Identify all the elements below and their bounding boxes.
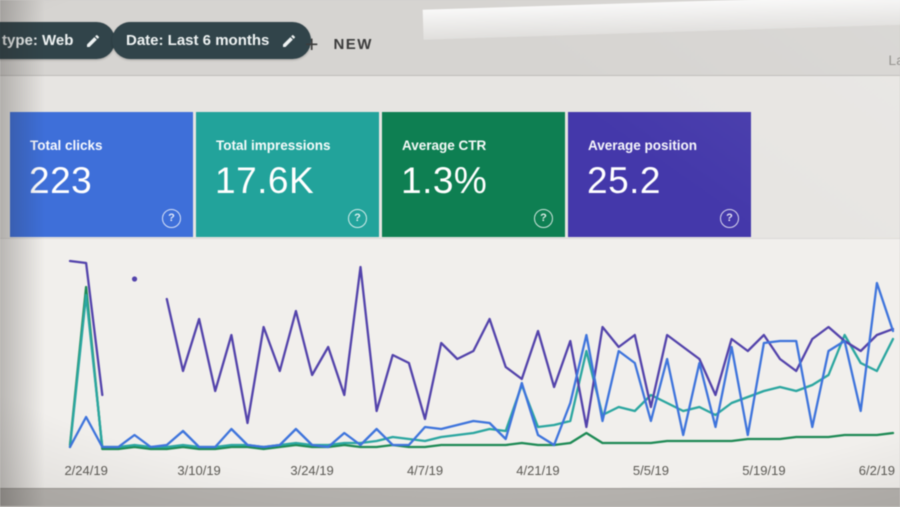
card-total-impressions[interactable]: Total impressions 17.6K ?	[196, 112, 379, 237]
screen-bottom-bezel	[0, 488, 900, 507]
edit-pencil-icon	[85, 33, 101, 49]
svg-text:4/21/19: 4/21/19	[516, 463, 559, 478]
performance-chart-panel[interactable]: 2/24/19 3/10/19 3/24/19 4/7/19 4/21/19 5/5/19…	[0, 238, 900, 489]
filter-toolbar: type: Web Date: Last 6 months + NEW La	[0, 0, 900, 76]
last-updated-text-clipped: La	[888, 52, 900, 68]
svg-text:5/19/19: 5/19/19	[742, 463, 785, 478]
svg-text:3/10/19: 3/10/19	[177, 463, 220, 478]
card-value: 25.2	[587, 160, 662, 201]
new-button-label: NEW	[333, 36, 373, 53]
card-label: Total clicks	[30, 138, 103, 153]
help-icon[interactable]: ?	[162, 209, 181, 228]
plus-icon: +	[305, 31, 319, 57]
svg-text:6/2/19: 6/2/19	[859, 463, 895, 478]
card-total-clicks[interactable]: Total clicks 223 ?	[10, 112, 193, 237]
date-chip-label: Date: Last 6 months	[126, 32, 270, 49]
card-value: 17.6K	[215, 160, 315, 201]
card-value: 1.3%	[401, 160, 488, 201]
card-label: Average position	[588, 138, 698, 153]
svg-text:3/24/19: 3/24/19	[290, 463, 333, 478]
metric-cards-row: Total clicks 223 ? Total impressions 17.…	[10, 112, 751, 237]
card-value: 223	[29, 160, 93, 201]
card-label: Total impressions	[216, 138, 331, 153]
card-average-ctr[interactable]: Average CTR 1.3% ?	[382, 112, 565, 237]
search-type-chip-label: type: Web	[2, 32, 74, 49]
help-icon[interactable]: ?	[348, 209, 367, 228]
screen-glare	[422, 0, 900, 40]
card-average-position[interactable]: Average position 25.2 ?	[568, 112, 751, 237]
performance-line-chart: 2/24/19 3/10/19 3/24/19 4/7/19 4/21/19 5/5/19…	[64, 259, 895, 478]
edit-pencil-icon	[281, 33, 297, 49]
date-filter-chip[interactable]: Date: Last 6 months	[112, 22, 312, 59]
svg-text:4/7/19: 4/7/19	[407, 463, 443, 478]
help-icon[interactable]: ?	[720, 209, 739, 228]
card-label: Average CTR	[402, 138, 487, 153]
new-filter-button[interactable]: + NEW	[305, 33, 373, 56]
search-type-filter-chip[interactable]: type: Web	[0, 22, 116, 59]
help-icon[interactable]: ?	[534, 209, 553, 228]
svg-text:5/5/19: 5/5/19	[633, 463, 669, 478]
svg-text:2/24/19: 2/24/19	[64, 463, 107, 478]
